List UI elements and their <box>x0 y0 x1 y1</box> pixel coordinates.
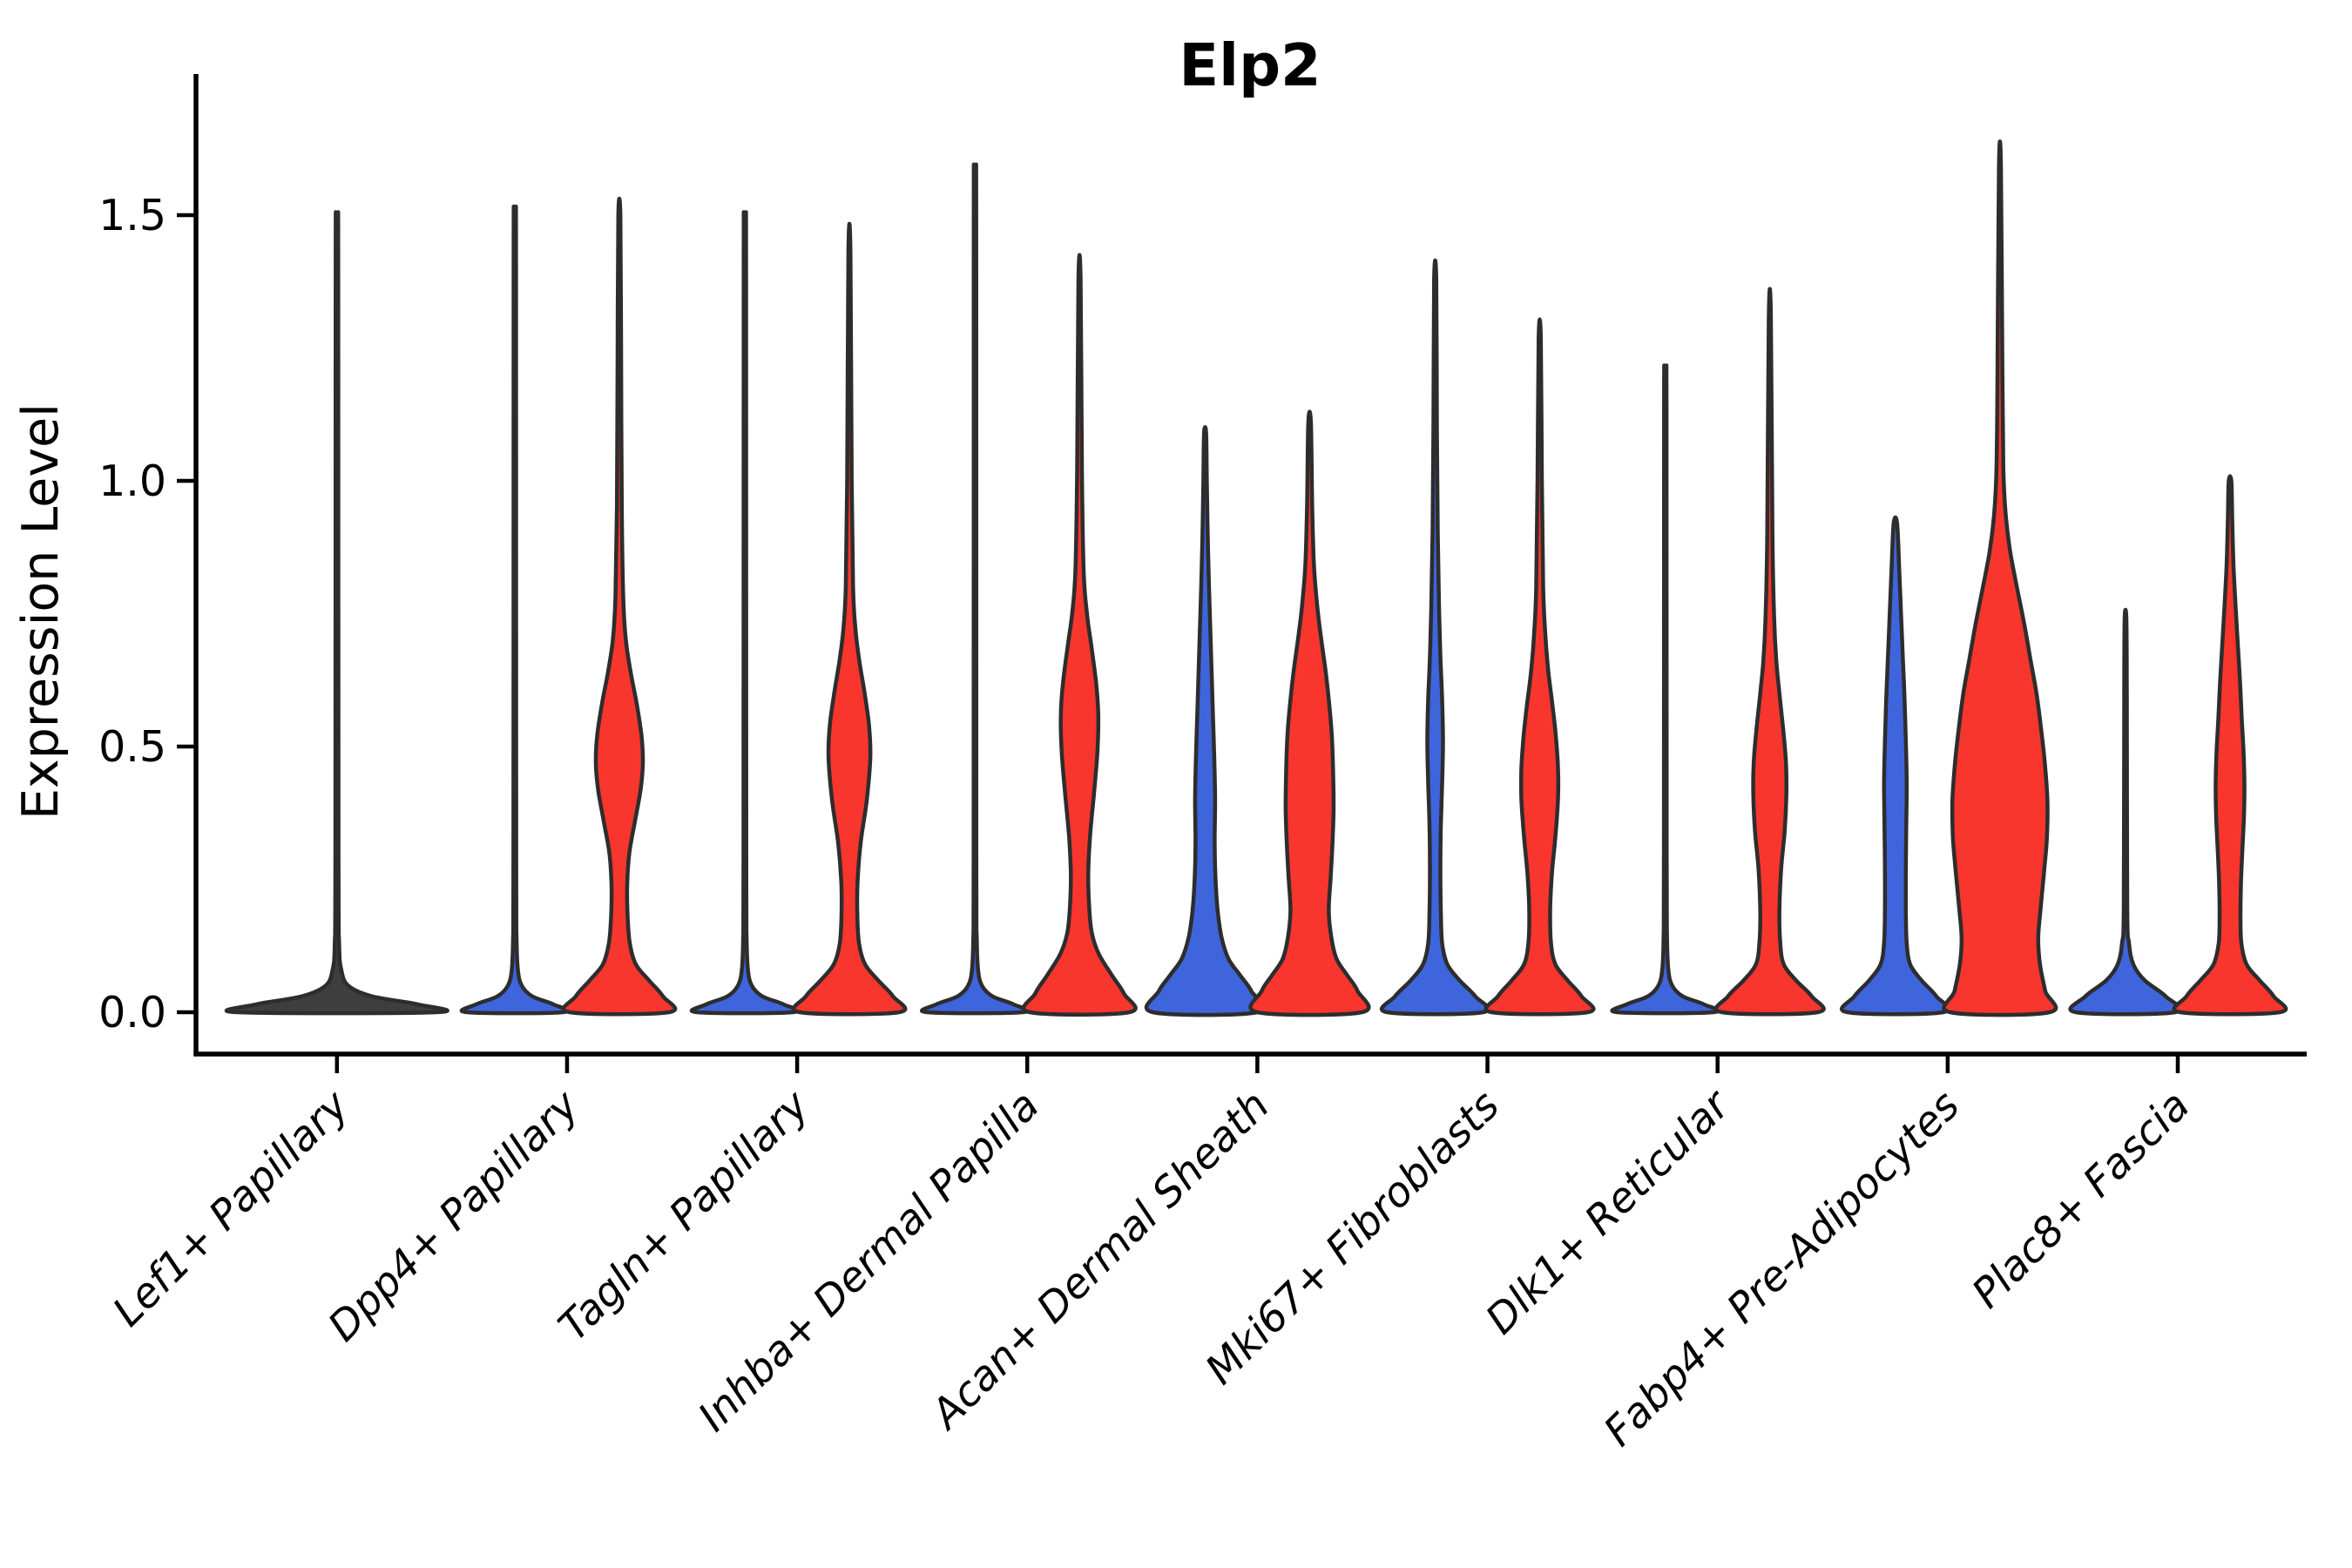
y-axis-label: Expression Level <box>12 403 70 820</box>
violin-acan-dermal-sheath-red <box>1248 409 1371 1017</box>
y-tick-label-1.0: 1.0 <box>98 456 166 506</box>
violin-acan-dermal-sheath-blue <box>1144 424 1266 1017</box>
y-tick-label-0.0: 0.0 <box>98 988 166 1037</box>
x-tick-label-dpp4-papillary: Dpp4+ Papillary <box>319 1081 589 1351</box>
violin-inhba-dermal-papilla-blue <box>919 162 1031 1016</box>
violins <box>224 139 2288 1017</box>
violin-dpp4-papillary-blue <box>459 204 571 1016</box>
x-tick-label-tagln-papillary: Tagln+ Papillary <box>550 1081 820 1351</box>
violin-dpp4-papillary-red <box>561 196 678 1017</box>
x-tick-label-dlk1-reticular: Dlk1+ Reticular <box>1477 1080 1740 1344</box>
violin-plac8-fascia-red <box>2172 474 2288 1017</box>
y-tick-label-0.5: 0.5 <box>98 722 166 772</box>
violin-tagln-papillary-blue <box>689 210 801 1016</box>
violin-lef1-papillary <box>224 210 449 1016</box>
violin-fabp4-pre-adipocytes-red <box>1942 139 2058 1017</box>
chart-title: Elp2 <box>1179 31 1321 99</box>
violin-plac8-fascia-blue <box>2068 607 2183 1017</box>
violin-mki67-fibroblasts-red <box>1484 317 1596 1017</box>
violin-fabp4-pre-adipocytes-blue <box>1840 515 1951 1017</box>
violin-dlk1-reticular-blue <box>1610 363 1721 1016</box>
x-tick-label-plac8-fascia: Plac8+ Fascia <box>1963 1082 2199 1318</box>
violin-mki67-fibroblasts-blue <box>1379 258 1491 1017</box>
y-tick-label-1.5: 1.5 <box>98 191 166 240</box>
axes <box>177 74 2307 1073</box>
violin-tagln-papillary-red <box>791 221 908 1017</box>
violin-dlk1-reticular-red <box>1713 287 1826 1017</box>
x-tick-label-lef1-papillary: Lef1+ Papillary <box>104 1081 359 1336</box>
violin-inhba-dermal-papilla-red <box>1021 253 1138 1017</box>
